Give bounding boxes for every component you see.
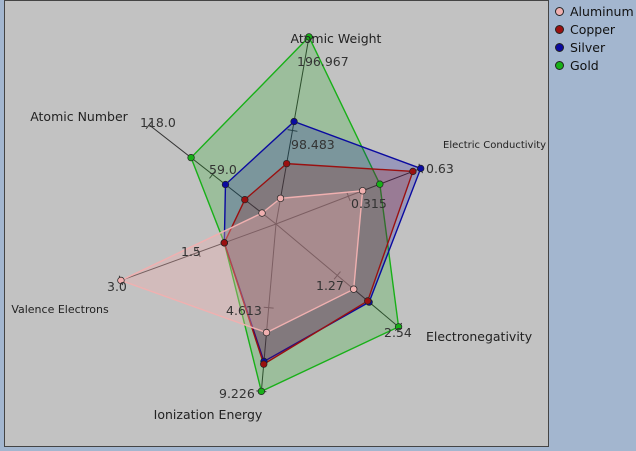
axis-max-label: 0.63	[426, 161, 454, 176]
radar-axis-tick	[333, 271, 341, 280]
legend-label: Gold	[570, 57, 599, 73]
data-point-gold	[187, 153, 195, 162]
data-point-copper	[260, 360, 268, 368]
data-point-copper	[282, 159, 291, 168]
radar-axis-tick	[196, 247, 201, 258]
legend-label: Aluminum	[570, 3, 634, 19]
legend-marker-icon	[555, 42, 564, 52]
data-point-silver	[417, 164, 425, 173]
data-point-copper	[220, 239, 228, 247]
axis-max-label: 118.0	[140, 115, 176, 130]
axis-max-label: 2.54	[384, 325, 412, 340]
radar-axis-tick	[346, 191, 351, 202]
axis-mid-label: 1.5	[181, 244, 201, 259]
radar-axis-tick	[145, 120, 153, 130]
data-point-aluminum	[276, 194, 285, 203]
data-point-gold	[376, 180, 384, 188]
data-point-gold	[394, 323, 403, 331]
legend-item-gold[interactable]: Gold	[555, 56, 634, 74]
data-point-silver	[290, 117, 298, 126]
axis-max-label: 196.967	[297, 54, 349, 69]
legend-item-aluminum[interactable]: Aluminum	[555, 2, 634, 20]
legend-marker-icon	[555, 24, 564, 34]
data-point-aluminum	[350, 285, 358, 293]
data-point-copper	[409, 167, 417, 176]
axis-mid-label: 98.483	[291, 137, 335, 152]
data-point-aluminum	[117, 276, 125, 285]
data-point-gold	[305, 33, 313, 41]
axis-label: Ionization Energy	[154, 407, 263, 422]
data-point-aluminum	[358, 187, 367, 195]
axis-max-label: 3.0	[107, 279, 127, 294]
radar-axis-tick	[287, 129, 298, 132]
axis-max-label: 9.226	[219, 386, 255, 401]
data-point-aluminum	[258, 209, 266, 217]
legend-marker-icon	[555, 6, 564, 16]
radar-axis-tick	[263, 306, 274, 309]
axis-mid-label: 1.27	[316, 278, 344, 293]
data-point-silver	[221, 180, 230, 189]
radar-axis-tick	[209, 170, 217, 179]
legend-item-copper[interactable]: Copper	[555, 20, 634, 38]
axis-label: Atomic Weight	[291, 31, 382, 46]
axis-mid-label: 4.613	[226, 303, 262, 318]
axis-label: Valence Electrons	[11, 303, 109, 316]
data-point-gold	[257, 387, 266, 396]
legend-item-silver[interactable]: Silver	[555, 38, 634, 56]
legend-marker-icon	[555, 60, 564, 70]
legend: Aluminum Copper Silver Gold	[555, 2, 634, 74]
axis-label: Atomic Number	[30, 109, 128, 124]
data-point-aluminum	[262, 328, 271, 337]
legend-label: Silver	[570, 39, 606, 55]
axis-label: Electronegativity	[426, 329, 533, 344]
data-point-copper	[364, 297, 372, 305]
axis-label: Electric Conductivity	[443, 140, 546, 151]
data-point-copper	[241, 195, 249, 204]
axis-mid-label: 0.315	[351, 196, 387, 211]
legend-label: Copper	[570, 21, 616, 37]
axis-mid-label: 59.0	[209, 162, 237, 177]
